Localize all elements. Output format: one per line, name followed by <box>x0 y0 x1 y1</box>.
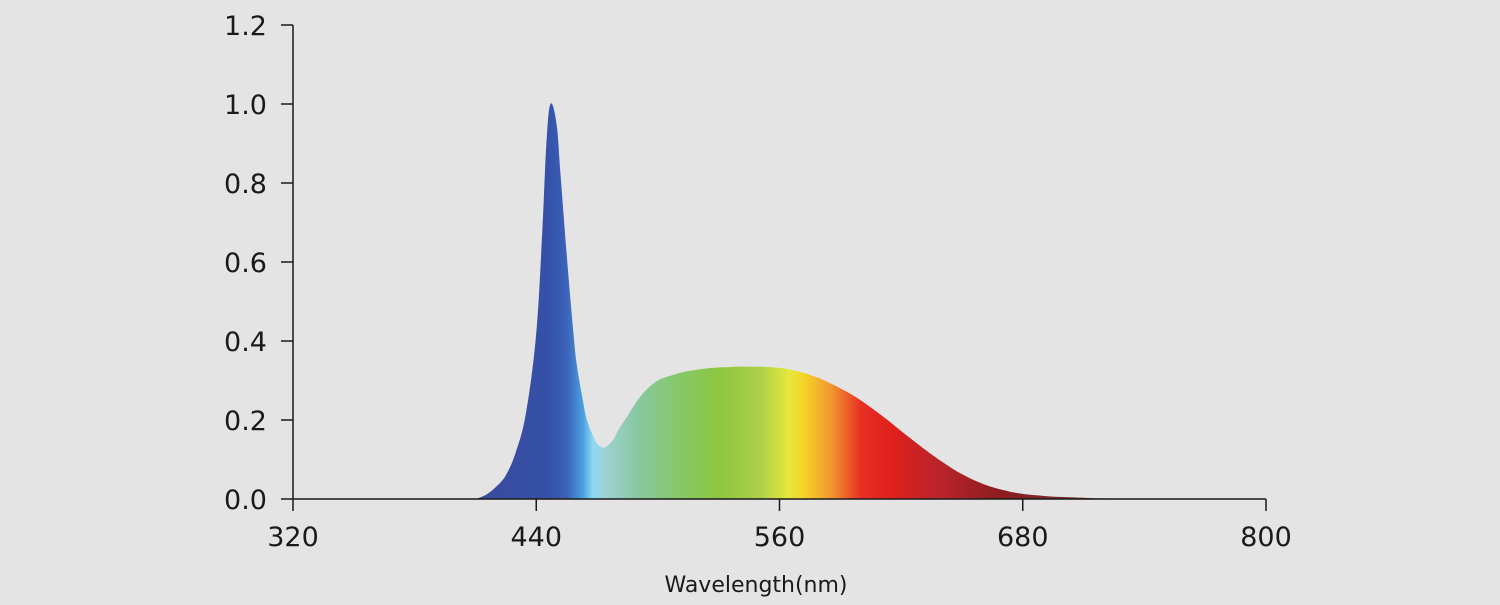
y-tick-label: 0.2 <box>224 406 267 437</box>
y-axis-ticks: 0.0 0.2 0.4 0.6 0.8 1.0 1.2 <box>224 11 293 516</box>
x-tick-label: 800 <box>1240 522 1292 553</box>
y-tick-label: 0.4 <box>224 327 267 358</box>
x-tick-label: 680 <box>997 522 1049 553</box>
y-tick-label: 0.6 <box>224 248 267 279</box>
spectrum-area <box>475 103 1135 499</box>
y-tick-label: 1.2 <box>224 11 267 42</box>
y-tick-label: 0.8 <box>224 169 267 200</box>
plot-area <box>475 103 1135 499</box>
x-tick-label: 320 <box>267 522 319 553</box>
y-tick-label: 1.0 <box>224 90 267 121</box>
x-axis-title: Wavelength(nm) <box>664 573 847 598</box>
x-tick-label: 440 <box>510 522 562 553</box>
x-tick-label: 560 <box>754 522 806 553</box>
x-axis-ticks: 320 440 560 680 800 <box>267 499 1292 553</box>
y-tick-label: 0.0 <box>224 485 267 516</box>
